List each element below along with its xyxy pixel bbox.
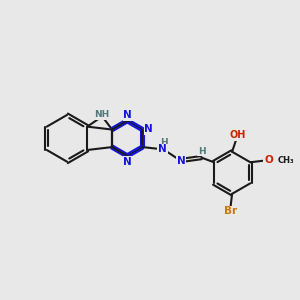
Text: OH: OH (230, 130, 246, 140)
Text: N: N (124, 110, 132, 120)
Text: N: N (124, 157, 132, 167)
Text: N: N (145, 124, 153, 134)
Text: N: N (177, 155, 185, 166)
Text: N: N (158, 144, 167, 154)
Text: H: H (198, 147, 206, 156)
Text: NH: NH (94, 110, 110, 119)
Text: O: O (264, 155, 273, 165)
Text: H: H (160, 138, 167, 147)
Text: Br: Br (224, 206, 237, 216)
Text: CH₃: CH₃ (278, 156, 294, 165)
